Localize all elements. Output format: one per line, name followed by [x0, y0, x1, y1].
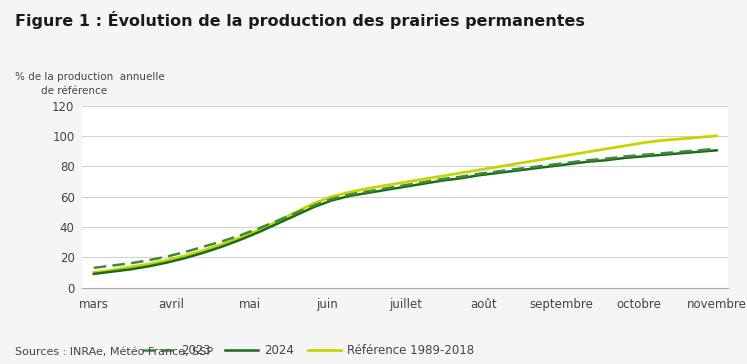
Text: Figure 1 : Évolution de la production des prairies permanentes: Figure 1 : Évolution de la production de…: [15, 11, 585, 29]
Text: % de la production  annuelle: % de la production annuelle: [15, 72, 164, 82]
Text: Sources : INRAe, Météo France, SSP: Sources : INRAe, Météo France, SSP: [15, 347, 213, 357]
Text: de référence: de référence: [41, 87, 108, 96]
Legend: 2023, 2024, Référence 1989-2018: 2023, 2024, Référence 1989-2018: [137, 339, 479, 362]
